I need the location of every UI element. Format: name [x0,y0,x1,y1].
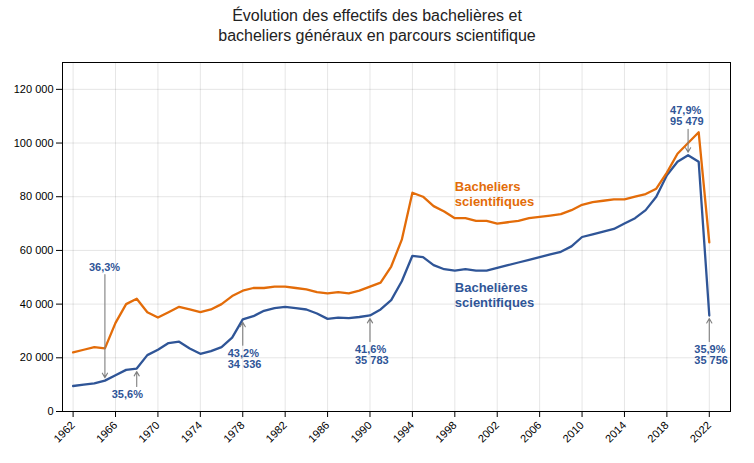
html-text:Évolution des effectifs des ba: Évolution des effectifs des bachelières … [218,7,536,44]
svg-text:120 000: 120 000 [14,83,54,95]
svg-text:41,6%35 783: 41,6%35 783 [355,343,389,366]
svg-text:1978: 1978 [221,419,247,445]
svg-text:1998: 1998 [433,419,459,445]
svg-text:1966: 1966 [94,419,120,445]
svg-text:43,2%34 336: 43,2%34 336 [228,347,262,370]
svg-text:0: 0 [47,405,53,417]
svg-text:60 000: 60 000 [20,244,54,256]
svg-text:1986: 1986 [306,419,332,445]
svg-text:100 000: 100 000 [14,137,54,149]
svg-text:2014: 2014 [603,419,629,445]
svg-text:80 000: 80 000 [20,190,54,202]
svg-text:36,3%: 36,3% [89,261,120,273]
svg-text:1994: 1994 [391,419,417,445]
svg-text:47,9%95 479: 47,9%95 479 [670,104,704,127]
svg-text:1974: 1974 [178,419,204,445]
svg-text:1982: 1982 [263,419,289,445]
svg-text:2002: 2002 [475,419,501,445]
svg-text:2010: 2010 [560,419,586,445]
svg-text:Bachelièresscientifiques: Bachelièresscientifiques [455,280,534,311]
svg-text:2006: 2006 [518,419,544,445]
svg-text:Bacheliersscientifiques: Bacheliersscientifiques [455,179,534,210]
svg-text:1962: 1962 [51,419,77,445]
svg-text:20 000: 20 000 [20,351,54,363]
svg-text:1990: 1990 [348,419,374,445]
svg-text:2018: 2018 [645,419,671,445]
svg-text:35,6%: 35,6% [112,388,143,400]
svg-text:1970: 1970 [136,419,162,445]
svg-text:35,9%35 756: 35,9%35 756 [694,343,728,366]
svg-text:2022: 2022 [687,419,713,445]
svg-text:40 000: 40 000 [20,298,54,310]
